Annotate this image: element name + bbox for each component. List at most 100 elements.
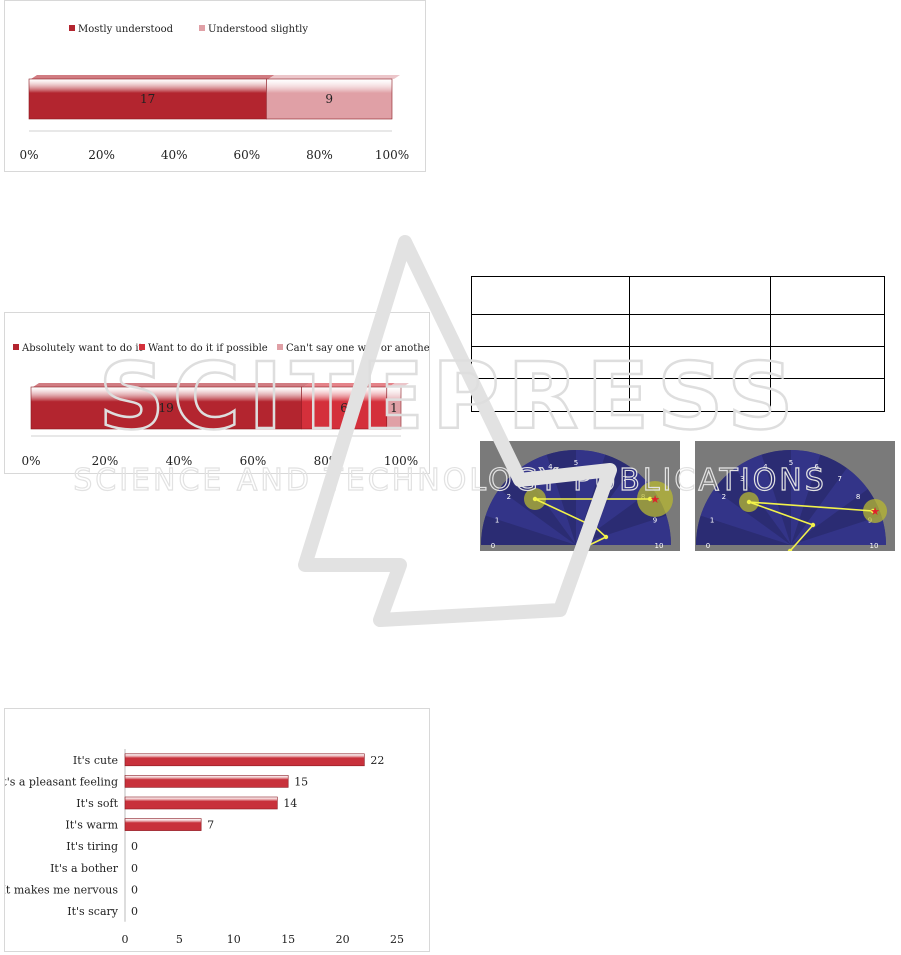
dial-tick-label: 3 [525, 475, 529, 483]
dial-tick-label: 9 [653, 516, 657, 524]
x-tick-label: 80% [306, 148, 333, 162]
bar [124, 818, 202, 831]
x-tick-label: 10 [227, 933, 241, 946]
dial-sector [696, 515, 791, 545]
x-tick-label: 15 [281, 933, 295, 946]
bar-value-label: 14 [283, 797, 297, 810]
bar-top [31, 75, 275, 79]
legend-swatch [69, 25, 75, 31]
dial-sector [735, 454, 791, 545]
dial-tick-label: 5 [574, 459, 578, 467]
chart-2: Absolutely want to do it Want to do it if… [13, 343, 435, 468]
legend-swatch [199, 25, 205, 31]
bar-value-label: 1 [390, 401, 398, 415]
trajectory-point [532, 496, 538, 502]
dial-tick-label: 1 [495, 516, 499, 524]
bar-value-label: 15 [294, 775, 308, 788]
dial-sector [791, 450, 821, 545]
bar-value-label: 19 [159, 401, 174, 415]
dial-tick-label: 10 [655, 542, 664, 550]
x-tick-label: 80% [314, 454, 341, 468]
y-category-label: It's scary [67, 905, 119, 918]
bar-value-label: 0 [131, 905, 138, 918]
bar-segment [30, 386, 302, 430]
bar [124, 775, 289, 788]
dial-tick-label: 6 [599, 463, 604, 471]
bar-top [303, 383, 395, 387]
x-tick-label: 25 [390, 933, 404, 946]
bar-segment [266, 78, 393, 120]
chart-2-panel: Absolutely want to do it Want to do it if… [4, 312, 435, 474]
x-tick-label: 20 [336, 933, 350, 946]
dial-tick-label: 4 [548, 463, 553, 471]
dial-tick-label: 3 [740, 475, 744, 483]
legend-label: Mostly understood [78, 24, 174, 35]
trajectory-point [810, 522, 816, 528]
bar-value-label: 6 [340, 401, 348, 415]
legend-label: Absolutely want to do it [21, 343, 143, 354]
bar [124, 753, 365, 767]
x-tick-label: 20% [88, 148, 115, 162]
bar-segment [28, 78, 267, 120]
x-tick-label: 20% [92, 454, 119, 468]
trajectory-line [748, 501, 874, 552]
table-row [471, 378, 885, 412]
dial-tick-label: 6 [814, 463, 819, 471]
dial-tick-label: 0 [491, 542, 495, 550]
highlight-circle [637, 481, 673, 517]
dial-tick-label: 2 [722, 493, 726, 501]
trajectory-point [746, 499, 752, 505]
trajectory-point [603, 534, 609, 540]
y-category-label: It's soft [76, 797, 118, 810]
bar-value-label: 22 [370, 754, 384, 767]
dial-tick-label: 4 [763, 463, 768, 471]
bar-value-label: 9 [325, 92, 333, 106]
trajectory-point [870, 508, 876, 514]
x-tick-label: 5 [176, 933, 183, 946]
y-category-label: It's warm [65, 819, 118, 832]
y-category-label: It makes me nervous [5, 883, 118, 896]
legend-label: Understood slightly [208, 24, 308, 35]
legend-label: Want to do it if possible [148, 343, 268, 354]
table-row [471, 276, 885, 315]
bar-top [268, 75, 400, 79]
bar-value-label: 7 [207, 819, 214, 832]
dial-tick-label: 5 [789, 459, 793, 467]
target-star-icon: ★ [870, 505, 880, 518]
trajectory-point [592, 524, 598, 530]
x-tick-label: 0 [122, 933, 129, 946]
y-category-label: It's a pleasant feeling [5, 775, 118, 788]
bar-value-label: 0 [131, 862, 138, 875]
dial-sector [791, 489, 882, 545]
bar-value-label: 0 [131, 840, 138, 853]
dial-sector [791, 468, 868, 545]
chart-3-panel: It's cute 22 It's a pleasant feeling 15 It's… [0, 708, 430, 952]
chart-1: Mostly understood Understood slightly 17 9 0… [19, 24, 409, 162]
trajectory-point [647, 496, 653, 502]
dial-tick-label: 1 [710, 516, 714, 524]
x-tick-label: 100% [384, 454, 418, 468]
bar-value-label: 17 [140, 92, 155, 106]
table-row [471, 346, 885, 379]
target-star-icon: ★ [650, 493, 660, 506]
dial-image-left: 012345678910★ [480, 441, 680, 554]
dial-sector [700, 489, 791, 545]
dial-left: 012345678910★ [481, 450, 673, 554]
y-category-label: It's a bother [50, 862, 119, 875]
x-tick-label: 100% [375, 148, 409, 162]
bar-top [33, 383, 310, 387]
x-tick-label: 40% [161, 148, 188, 162]
bar [124, 796, 278, 810]
dial-tick-label: 10 [870, 542, 879, 550]
bar-value-label: 0 [131, 883, 138, 896]
legend-swatch [139, 344, 145, 350]
dial-tick-label: 7 [838, 475, 842, 483]
dial-tick-label: 0 [706, 542, 710, 550]
chart-3: It's cute 22 It's a pleasant feeling 15 It's… [0, 749, 404, 946]
dial-tick-label: 7 [623, 475, 627, 483]
y-category-label: It's tiring [66, 840, 118, 853]
x-tick-label: 60% [240, 454, 267, 468]
dial-sector [761, 450, 791, 545]
legend-swatch [277, 344, 283, 350]
empty-table [471, 276, 885, 412]
